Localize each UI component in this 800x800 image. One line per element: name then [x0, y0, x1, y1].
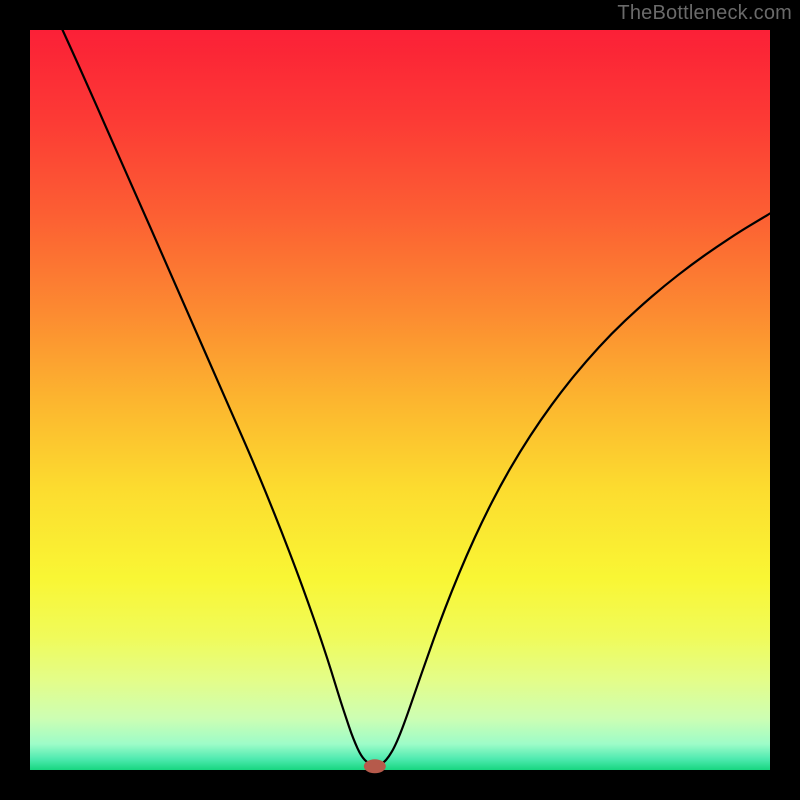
optimal-point-marker — [364, 759, 386, 773]
chart-background-gradient — [30, 30, 770, 770]
watermark-text: TheBottleneck.com — [617, 2, 792, 25]
bottleneck-chart — [0, 0, 800, 800]
chart-container: TheBottleneck.com — [0, 0, 800, 800]
